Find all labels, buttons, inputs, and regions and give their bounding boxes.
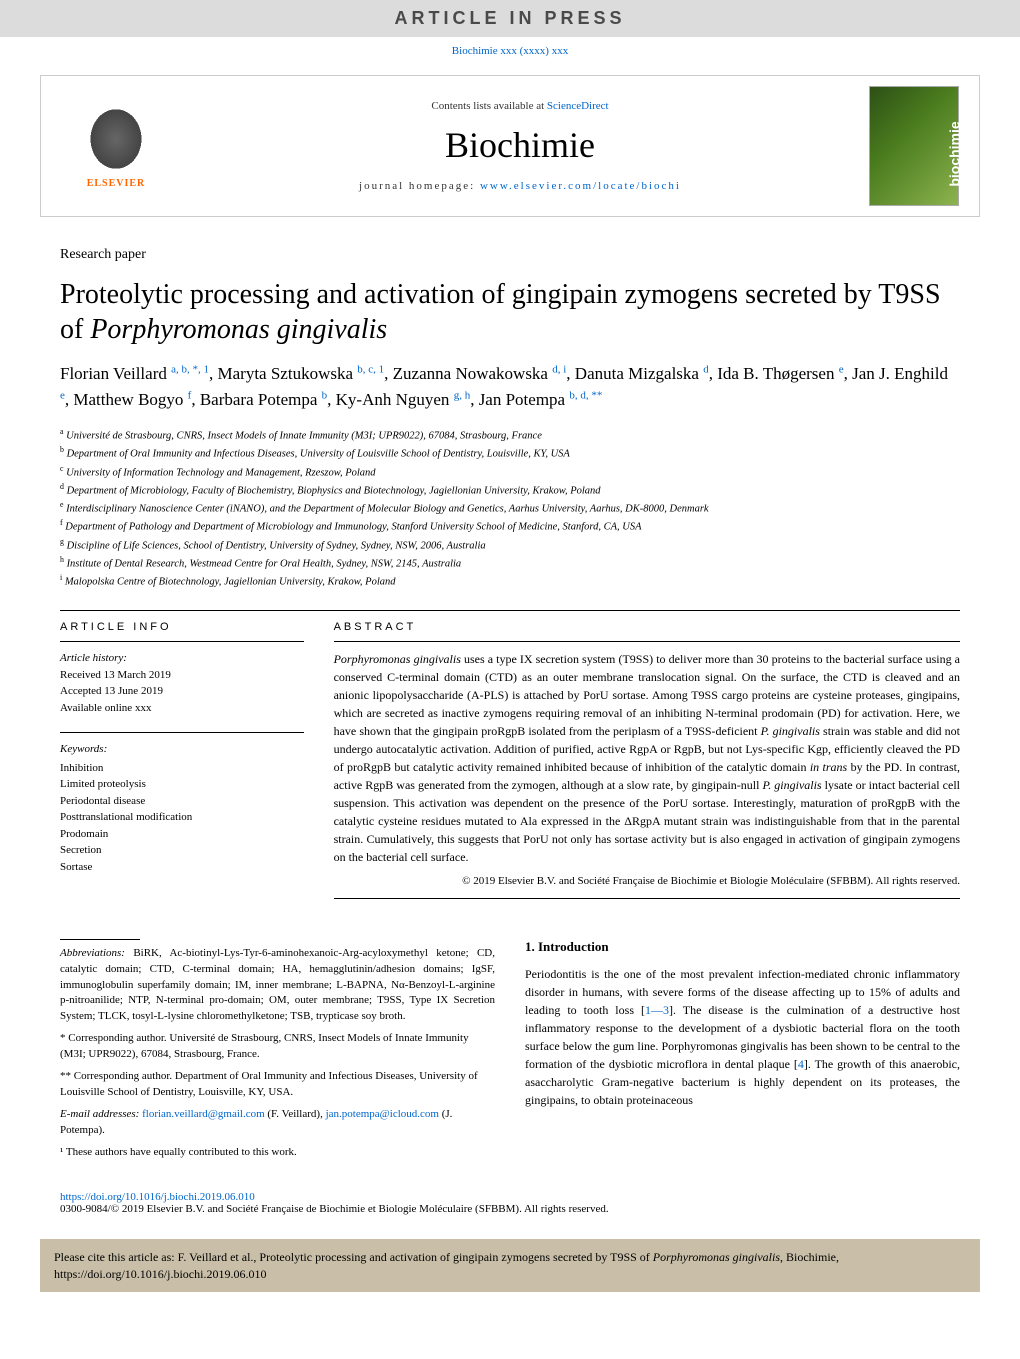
divider (334, 898, 960, 899)
masthead: ELSEVIER Contents lists available at Sci… (40, 75, 980, 217)
intro-text: Periodontitis is the one of the most pre… (525, 965, 960, 1109)
paper-type: Research paper (60, 247, 960, 263)
contents-prefix: Contents lists available at (431, 100, 546, 112)
history-accepted: Accepted 13 June 2019 (60, 685, 163, 697)
citation-box: Please cite this article as: F. Veillard… (40, 1239, 980, 1293)
abbrev-text: BiRK, Ac-biotinyl-Lys-Tyr-6-aminohexanoi… (60, 947, 495, 1023)
email-link-1[interactable]: florian.veillard@gmail.com (142, 1108, 265, 1120)
doi-reference: Biochimie xxx (xxxx) xxx (0, 37, 1020, 65)
history-online: Available online xxx (60, 702, 151, 714)
corresponding-2: ** Corresponding author. Department of O… (60, 1069, 495, 1101)
keywords-list: InhibitionLimited proteolysisPeriodontal… (60, 762, 192, 873)
elsevier-tree-icon (86, 104, 146, 174)
keywords: Keywords: InhibitionLimited proteolysisP… (60, 741, 304, 875)
doi-link[interactable]: https://doi.org/10.1016/j.biochi.2019.06… (60, 1191, 255, 1203)
keywords-label: Keywords: (60, 741, 304, 758)
emails-label: E-mail addresses: (60, 1108, 139, 1120)
press-banner: ARTICLE IN PRESS (0, 0, 1020, 37)
article-info-head: ARTICLE INFO (60, 621, 304, 633)
homepage-link[interactable]: www.elsevier.com/locate/biochi (480, 180, 681, 192)
contents-line: Contents lists available at ScienceDirec… (171, 100, 869, 112)
footnotes-column: Abbreviations: BiRK, Ac-biotinyl-Lys-Tyr… (60, 939, 495, 1161)
abstract-head: ABSTRACT (334, 621, 960, 633)
history-label: Article history: (60, 652, 127, 664)
intro-head: 1. Introduction (525, 939, 960, 955)
emails: E-mail addresses: florian.veillard@gmail… (60, 1107, 495, 1139)
journal-name: Biochimie (171, 124, 869, 166)
homepage-line: journal homepage: www.elsevier.com/locat… (171, 180, 869, 192)
abstract-column: ABSTRACT Porphyromonas gingivalis uses a… (334, 621, 960, 898)
divider (60, 610, 960, 611)
abstract-text: Porphyromonas gingivalis uses a type IX … (334, 650, 960, 866)
divider (60, 641, 304, 642)
affiliations: a Université de Strasbourg, CNRS, Insect… (60, 426, 960, 590)
abbrev-label: Abbreviations: (60, 947, 125, 959)
abstract-copyright: © 2019 Elsevier B.V. and Société Françai… (334, 874, 960, 889)
divider (60, 732, 304, 733)
doi-footer: https://doi.org/10.1016/j.biochi.2019.06… (0, 1181, 1020, 1225)
bottom-columns: Abbreviations: BiRK, Ac-biotinyl-Lys-Tyr… (60, 939, 960, 1161)
article-content: Research paper Proteolytic processing an… (0, 227, 1020, 1181)
abbreviations: Abbreviations: BiRK, Ac-biotinyl-Lys-Tyr… (60, 946, 495, 1026)
journal-cover-image (869, 86, 959, 206)
info-abstract-columns: ARTICLE INFO Article history: Received 1… (60, 621, 960, 898)
divider (334, 641, 960, 642)
author-list: Florian Veillard a, b, *, 1, Maryta Sztu… (60, 361, 960, 412)
history-received: Received 13 March 2019 (60, 669, 171, 681)
footer-copyright: 0300-9084/© 2019 Elsevier B.V. and Socié… (60, 1203, 609, 1215)
email-link-2[interactable]: jan.potempa@icloud.com (326, 1108, 439, 1120)
homepage-prefix: journal homepage: (359, 180, 480, 192)
equal-contrib-note: ¹ These authors have equally contributed… (60, 1145, 495, 1161)
intro-column: 1. Introduction Periodontitis is the one… (525, 939, 960, 1161)
corresponding-1: * Corresponding author. Université de St… (60, 1031, 495, 1063)
masthead-center: Contents lists available at ScienceDirec… (171, 100, 869, 192)
article-info-column: ARTICLE INFO Article history: Received 1… (60, 621, 304, 898)
article-history: Article history: Received 13 March 2019 … (60, 650, 304, 716)
divider (60, 939, 140, 940)
email-who-1: (F. Veillard), (265, 1108, 326, 1120)
publisher-name: ELSEVIER (87, 178, 146, 189)
article-title: Proteolytic processing and activation of… (60, 277, 960, 347)
publisher-logo: ELSEVIER (61, 91, 171, 201)
sciencedirect-link[interactable]: ScienceDirect (547, 100, 609, 112)
